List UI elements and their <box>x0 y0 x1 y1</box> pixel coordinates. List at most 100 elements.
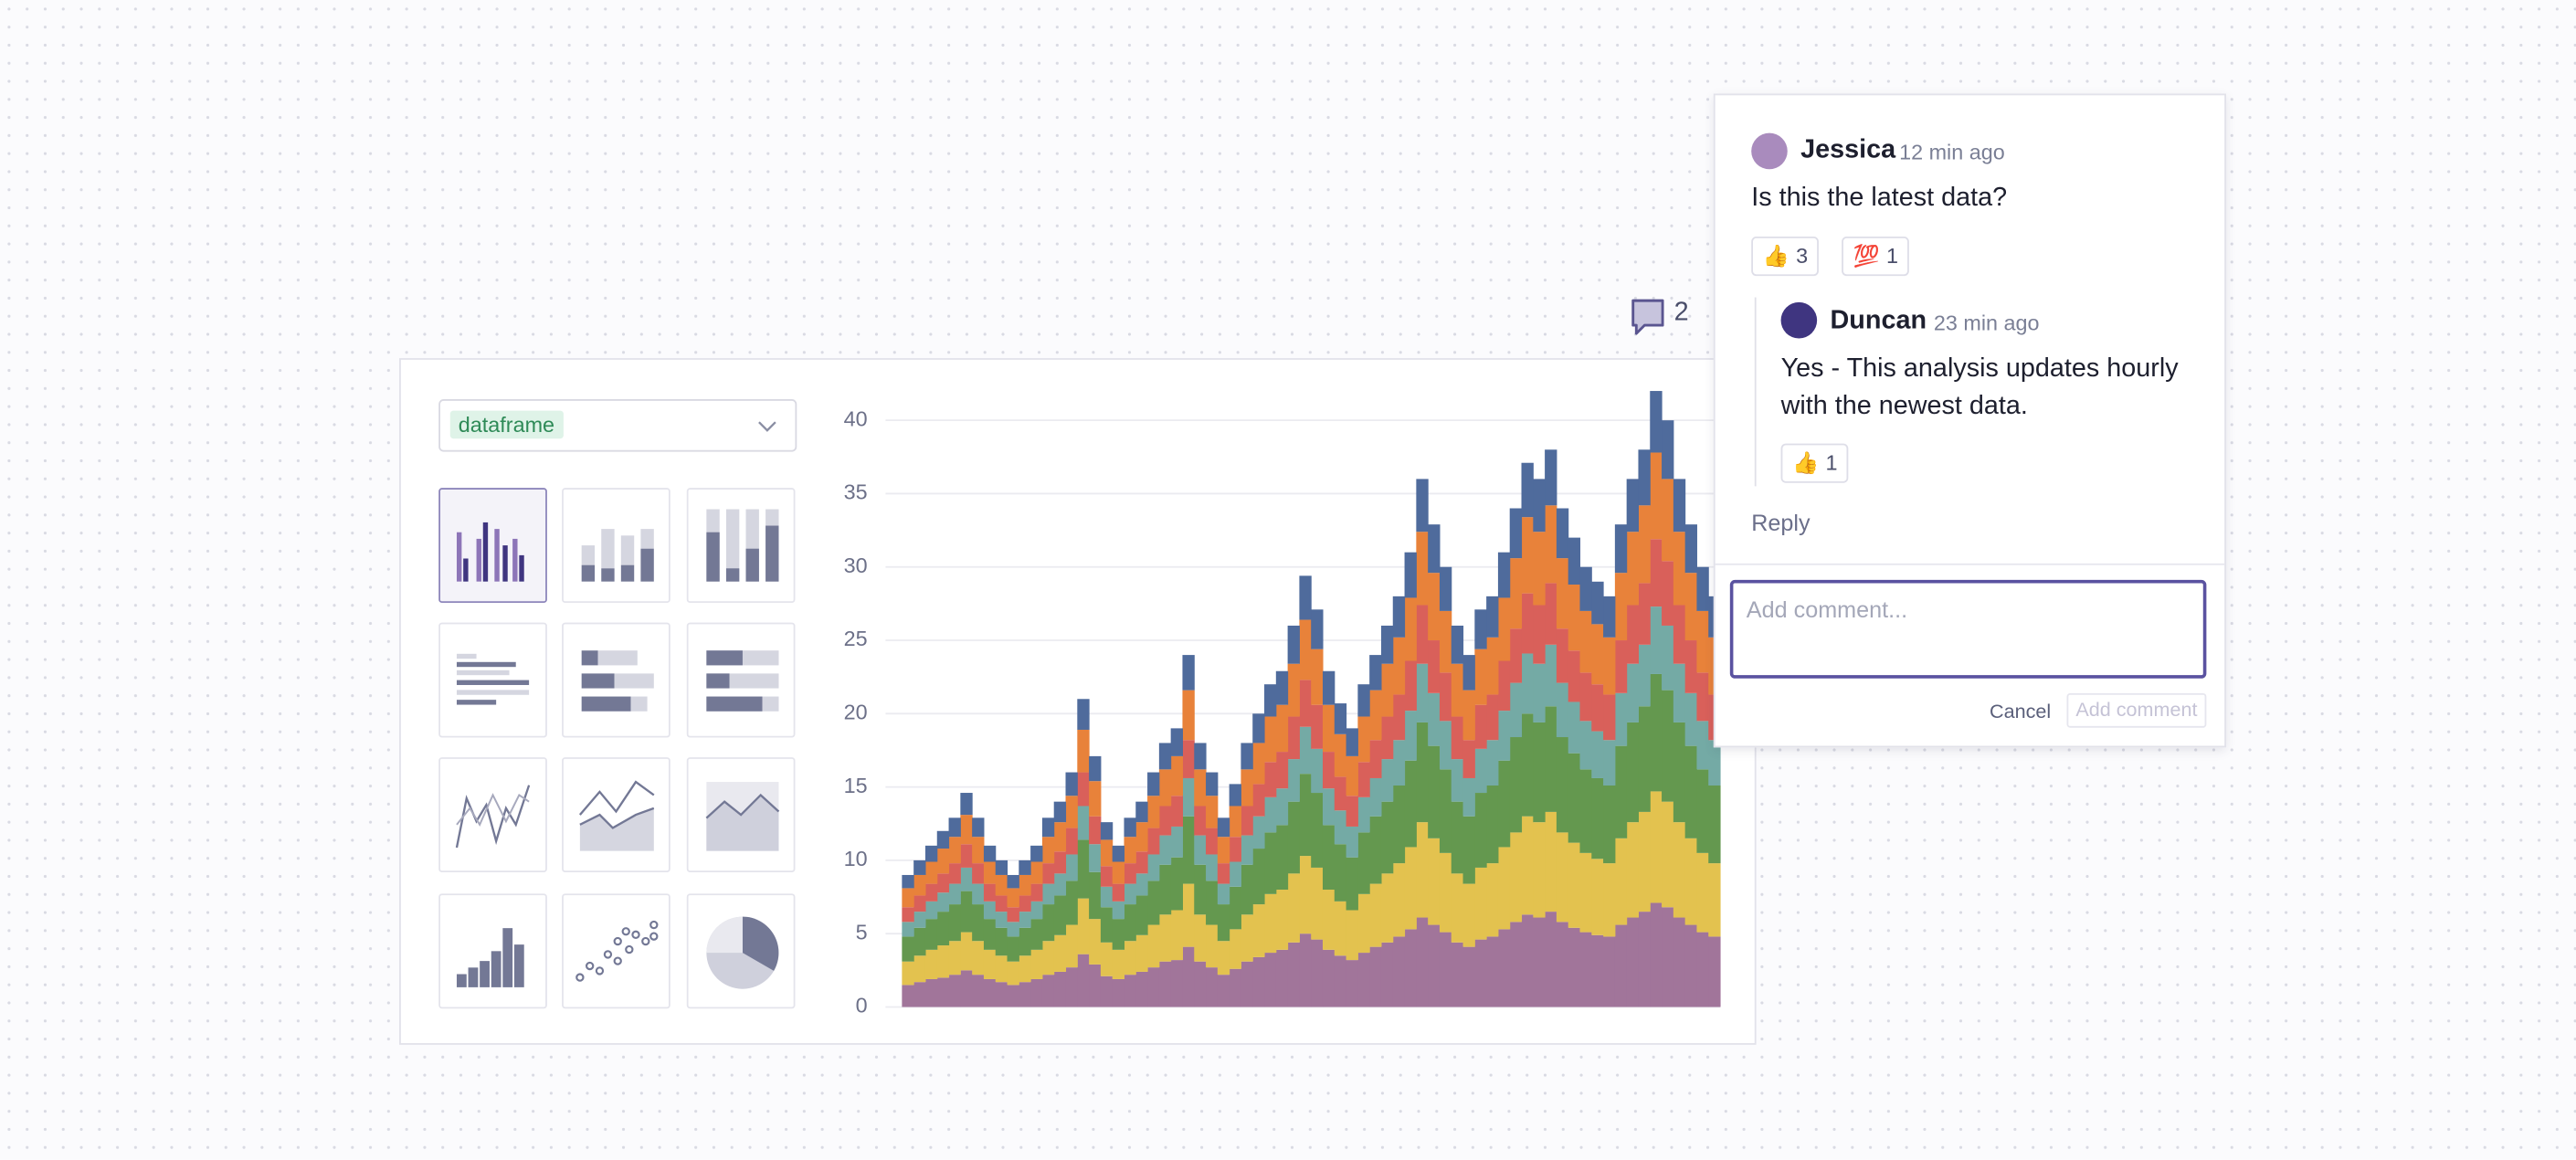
bar-segment <box>1696 769 1709 853</box>
bar-segment <box>960 793 973 816</box>
bar-segment <box>1357 832 1370 894</box>
bar-segment <box>1053 801 1067 823</box>
bar-segment <box>1135 851 1148 874</box>
bar-segment <box>948 883 961 905</box>
bar-segment <box>1474 609 1487 649</box>
icon <box>581 650 654 712</box>
bar-segment <box>1264 716 1277 763</box>
bar-segment <box>1194 743 1207 770</box>
chart-type-percent-hbar[interactable] <box>686 622 796 738</box>
bar-segment <box>1369 655 1382 691</box>
bar-segment <box>1299 726 1312 775</box>
chart-type-area-line[interactable] <box>562 757 670 873</box>
bar-segment <box>1077 729 1090 773</box>
bar-segment <box>1568 701 1581 754</box>
comment-panel: Jessica 12 min ago Is this the latest da… <box>1713 93 2226 748</box>
chart-type-stacked-hbar[interactable] <box>562 622 670 738</box>
bar-segment <box>1462 816 1475 884</box>
bar-segment <box>1614 924 1628 1007</box>
bar-segment <box>1404 660 1417 712</box>
bar-segment <box>1346 826 1358 858</box>
reaction[interactable]: 👍 3 <box>1751 236 1820 277</box>
comment-input[interactable]: Add comment... <box>1729 579 2207 679</box>
bar-segment <box>1334 733 1347 777</box>
bar-segment <box>1194 769 1207 807</box>
bar-segment <box>1287 625 1300 664</box>
bar-segment <box>1614 745 1628 838</box>
avatar <box>1751 132 1788 170</box>
bar-segment <box>1229 861 1241 887</box>
bar-segment <box>1229 806 1241 838</box>
bar-segment <box>972 837 985 864</box>
bar-segment <box>1591 684 1604 732</box>
bar-segment <box>1696 852 1709 933</box>
bar-segment <box>1509 628 1523 683</box>
bar-segment <box>1603 786 1616 864</box>
bar-segment <box>1322 670 1336 705</box>
bar-segment <box>1275 825 1289 891</box>
bar-segment <box>1439 672 1452 722</box>
reaction[interactable]: 👍 1 <box>1780 443 1850 483</box>
bar-segment <box>1497 760 1511 848</box>
bar-segment <box>1007 874 1019 889</box>
bar-segment <box>1124 975 1136 1007</box>
bar-segment <box>1462 883 1475 947</box>
bar-segment <box>1684 692 1697 746</box>
bar-segment <box>1474 748 1487 794</box>
bar-segment <box>1240 743 1253 770</box>
bar-segment <box>1579 769 1592 853</box>
comment-text: Yes - This analysis updates hourly with … <box>1780 354 2179 421</box>
bar-segment <box>1662 625 1674 691</box>
bar-segment <box>1124 941 1136 975</box>
bar-segment <box>1439 932 1452 1007</box>
chart-type-line[interactable] <box>438 757 547 873</box>
bar-segment <box>1497 929 1511 1007</box>
bar-segment <box>1287 716 1300 760</box>
bar-segment <box>1112 883 1125 902</box>
comment-count[interactable]: 2 <box>1630 298 1712 341</box>
bar-segment <box>1380 625 1394 664</box>
submit-button[interactable]: Add comment <box>2066 692 2207 728</box>
chart-type-grouped-hbar[interactable] <box>438 622 547 738</box>
chart-type-grouped-bar[interactable] <box>438 488 547 604</box>
chart-type-stacked-bar[interactable] <box>562 488 670 604</box>
bar-segment <box>1252 816 1265 849</box>
bar-segment <box>1007 961 1019 986</box>
bar-segment <box>1170 826 1183 858</box>
bar-segment <box>1357 762 1370 797</box>
bar-segment <box>924 845 938 862</box>
bar-segment <box>1673 722 1686 823</box>
cancel-button[interactable]: Cancel <box>1989 700 2052 723</box>
bar-segment <box>1474 793 1487 868</box>
chart-type-percent-bar[interactable] <box>686 488 796 604</box>
bar-segment <box>924 978 938 1007</box>
y-tick-label: 10 <box>844 847 868 870</box>
bar-segment <box>1474 867 1487 940</box>
bar-segment <box>960 932 973 971</box>
reply-button[interactable]: Reply <box>1751 509 1811 536</box>
chart-type-histogram[interactable] <box>438 893 547 1009</box>
bar-segment <box>913 874 926 896</box>
reaction[interactable]: 💯 1 <box>1842 236 1910 277</box>
bar-segment <box>1638 912 1651 1007</box>
bar-segment <box>1112 901 1125 920</box>
chart-type-scatter[interactable] <box>562 893 670 1009</box>
bar-segment <box>902 888 914 908</box>
bar-segment <box>1486 637 1499 695</box>
chart-type-area[interactable] <box>686 757 796 873</box>
bar-segment <box>1147 854 1160 881</box>
dataframe-dropdown[interactable]: dataframe <box>438 399 797 452</box>
icon <box>456 522 524 582</box>
bar-segment <box>1404 597 1417 661</box>
bar-segment <box>1135 895 1148 935</box>
bar-segment <box>1053 851 1067 874</box>
bar-segment <box>1182 740 1195 778</box>
chart-type-pie[interactable] <box>686 893 796 1009</box>
bar-segment <box>1089 755 1102 782</box>
bar-segment <box>1077 954 1090 1007</box>
bar-segment <box>902 936 914 962</box>
bar-segment <box>1428 745 1441 838</box>
bar-segment <box>1614 524 1628 574</box>
icon <box>581 529 654 582</box>
bar-segment <box>1030 978 1043 1007</box>
